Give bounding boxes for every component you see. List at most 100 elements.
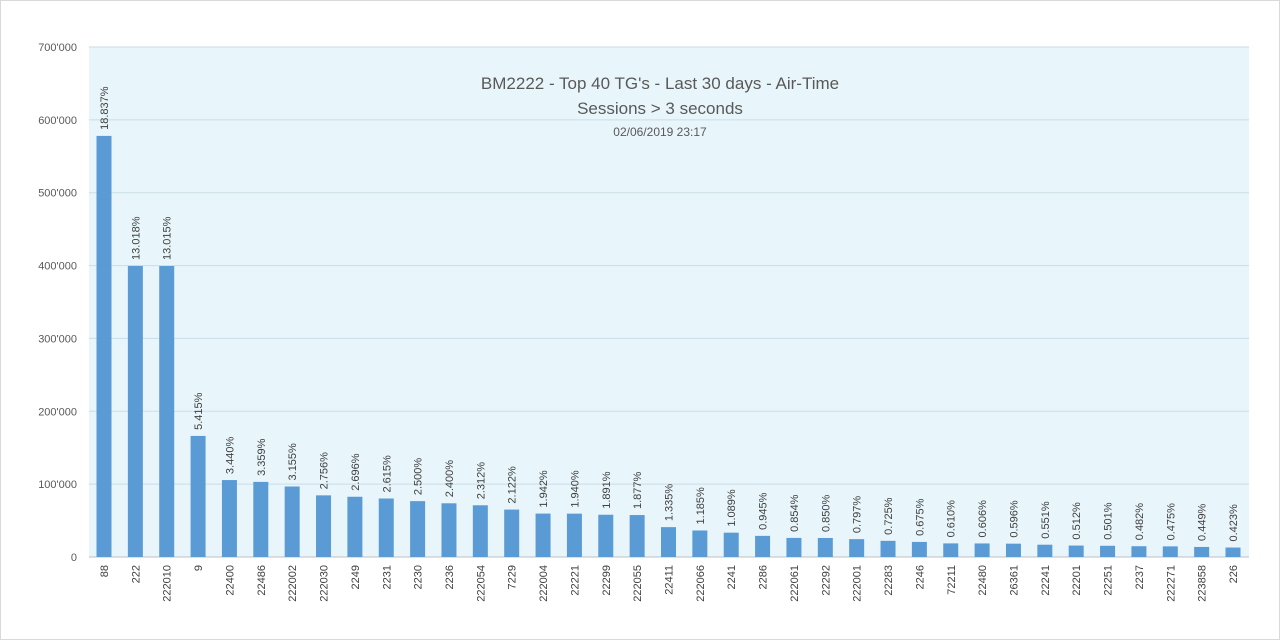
bar: [347, 496, 363, 557]
data-label: 2.312%: [475, 462, 487, 500]
bar: [1100, 545, 1116, 557]
data-label: 13.018%: [130, 216, 142, 260]
bar: [1131, 546, 1147, 557]
bar: [535, 513, 551, 557]
data-label: 1.185%: [695, 487, 707, 525]
bar: [1005, 543, 1021, 557]
x-tick-label: 88: [99, 565, 111, 577]
y-tick-label: 700'000: [38, 42, 77, 54]
y-axis: 0 100'000 200'000 300'000 400'000 500'000 600'…: [38, 42, 1249, 564]
y-tick-label: 600'000: [38, 115, 77, 127]
plot-area: [89, 47, 1249, 557]
x-tick-label: 222061: [789, 565, 801, 602]
x-tick-label: 26361: [1008, 565, 1020, 596]
bar: [127, 265, 143, 557]
data-label: 0.423%: [1228, 504, 1240, 542]
x-tick-label: 22201: [1071, 565, 1083, 596]
x-tick-label: 22221: [569, 565, 581, 596]
data-label: 1.942%: [538, 470, 550, 508]
x-tick-label: 22251: [1103, 565, 1115, 596]
x-tick-label: 72211: [946, 565, 958, 595]
data-label: 0.606%: [977, 500, 989, 538]
y-tick-label: 0: [71, 552, 77, 564]
data-label: 5.415%: [193, 392, 205, 430]
x-tick-label: 22241: [1040, 565, 1052, 596]
bar: [284, 486, 300, 557]
data-label: 2.615%: [381, 455, 393, 493]
bar: [786, 537, 802, 557]
x-tick-label: 222066: [695, 565, 707, 602]
x-tick-label: 226: [1228, 565, 1240, 583]
gridlines: [89, 46, 1249, 485]
bar: [974, 543, 990, 557]
bar: [1225, 547, 1241, 557]
bar: [566, 513, 582, 557]
data-label: 1.877%: [632, 472, 644, 510]
data-label: 3.359%: [256, 438, 268, 476]
data-label: 0.725%: [883, 497, 895, 535]
x-tick-label: 22292: [820, 565, 832, 596]
bar: [849, 539, 865, 557]
y-tick-label: 500'000: [38, 188, 77, 200]
x-tick-label: 2230: [413, 565, 425, 589]
x-tick-label: 22486: [256, 565, 268, 596]
bar: [1194, 546, 1210, 557]
x-tick-label: 22400: [224, 565, 236, 596]
x-tick-label: 2286: [758, 565, 770, 589]
chart-timestamp: 02/06/2019 23:17: [613, 125, 707, 139]
x-tick-label: 22299: [601, 565, 613, 596]
x-tick-label: 222010: [162, 565, 174, 602]
bar: [190, 435, 206, 557]
chart-subtitle: Sessions > 3 seconds: [577, 99, 743, 118]
data-label: 1.940%: [569, 470, 581, 508]
data-label: 0.482%: [1134, 503, 1146, 541]
bar: [1037, 544, 1053, 557]
bar: [880, 540, 896, 557]
bar: [378, 498, 394, 557]
bar: [316, 495, 332, 557]
bar: [598, 514, 614, 557]
bar: [629, 515, 645, 557]
x-tick-label: 2236: [444, 565, 456, 589]
y-tick-label: 200'000: [38, 406, 77, 418]
bar: [692, 530, 708, 557]
data-label: 0.797%: [852, 496, 864, 534]
data-label: 1.089%: [726, 489, 738, 527]
bar: [504, 509, 520, 557]
bar: [410, 501, 426, 557]
bar: [817, 537, 833, 557]
data-label: 0.475%: [1165, 503, 1177, 541]
data-label: 13.015%: [162, 216, 174, 260]
data-label: 0.551%: [1040, 501, 1052, 539]
bar: [911, 541, 927, 557]
bar: [253, 481, 269, 557]
x-tick-label: 22480: [977, 565, 989, 596]
chart-title: BM2222 - Top 40 TG's - Last 30 days - Ai…: [481, 74, 839, 93]
x-tick-label: 2231: [381, 565, 393, 589]
x-tick-label: 222055: [632, 565, 644, 602]
x-tick-label: 223858: [1197, 565, 1209, 602]
data-label: 3.155%: [287, 443, 299, 481]
bar: [661, 527, 676, 557]
y-tick-label: 100'000: [38, 479, 77, 491]
x-tick-label: 222271: [1165, 565, 1177, 602]
x-tick-label: 9: [193, 565, 205, 571]
data-label: 0.610%: [946, 500, 958, 538]
data-label: 2.122%: [507, 466, 519, 504]
x-tick-label: 2249: [350, 565, 362, 589]
data-label: 2.500%: [413, 458, 425, 496]
bar: [472, 505, 488, 557]
bar: [159, 266, 175, 557]
x-axis: 88 222 222010 9 22400 22486 222002 222030 2249 22…: [99, 565, 1240, 602]
x-tick-label: 222004: [538, 565, 550, 602]
x-tick-label: 2241: [726, 565, 738, 589]
x-tick-label: 2237: [1134, 565, 1146, 589]
bar: [943, 543, 959, 557]
x-tick-label: 222030: [319, 565, 331, 602]
x-tick-label: 22411: [664, 565, 676, 595]
x-tick-label: 7229: [507, 565, 519, 589]
y-tick-label: 400'000: [38, 261, 77, 273]
bar: [1068, 545, 1084, 557]
